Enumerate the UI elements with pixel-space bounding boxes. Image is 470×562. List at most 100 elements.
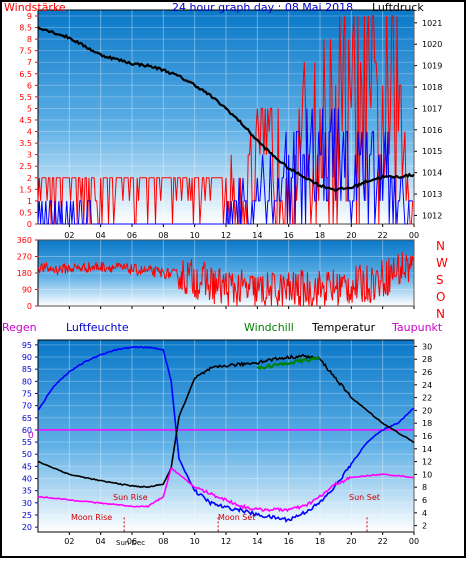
y-left-tick-label: 4 — [27, 128, 32, 137]
y-left-tick-label: 90 — [22, 353, 32, 362]
legend-windchill: Windchill — [244, 321, 294, 334]
y-left-tick-label: 4.5 — [19, 116, 32, 125]
y-right-tick-label: 12 — [422, 458, 432, 467]
y-right-tick-label: 1015 — [422, 147, 442, 156]
x-tick-label: 14 — [252, 537, 262, 546]
y-left-tick-label: 25 — [22, 511, 32, 520]
compass-w: W — [436, 256, 448, 270]
x-tick-label: 18 — [315, 231, 325, 240]
y-right-tick-label: 1018 — [422, 83, 442, 92]
series-windchill — [256, 356, 321, 371]
x-tick-label: 16 — [284, 231, 294, 240]
y-left-tick-label: 55 — [22, 438, 32, 447]
series-temperatur — [37, 353, 415, 489]
compass-n-top: N — [436, 239, 445, 253]
x-tick-label: 10 — [190, 231, 200, 240]
wind-direction-series — [37, 251, 415, 307]
y-right-tick-label: 28 — [422, 355, 432, 364]
y-left-tick-label: 65 — [22, 414, 32, 423]
left-axis-title: Windstärke — [4, 1, 66, 14]
wind-gust-series — [37, 15, 414, 225]
y-left-tick-label: 40 — [22, 475, 32, 484]
x-tick-label: 06 — [127, 537, 137, 546]
y-right-tick-label: 4 — [422, 509, 427, 518]
y-left-tick-label: 3 — [27, 151, 32, 160]
compass-o: O — [436, 290, 445, 304]
annotation-sun-rise: Sun Rise — [113, 493, 148, 502]
x-tick-label: 20 — [346, 231, 356, 240]
x-tick-label: 02 — [64, 537, 74, 546]
y-right-tick-label: 1014 — [422, 169, 442, 178]
y-left-tick-label: 2 — [27, 174, 32, 183]
right-axis-title: Luftdruck — [372, 1, 424, 14]
x-tick-label: 00 — [409, 231, 419, 240]
y-tick-label: 360 — [17, 236, 32, 245]
x-tick-label: 04 — [96, 537, 106, 546]
y-left-tick-label: 20 — [22, 523, 32, 532]
y-left-tick-label: 6.5 — [19, 70, 32, 79]
x-tick-label: 22 — [378, 231, 388, 240]
y-left-tick-label: 80 — [22, 377, 32, 386]
y-tick-label: 90 — [22, 286, 32, 295]
annotation-moon-rise: Moon Rise — [71, 513, 112, 522]
annotation-sun-dec: Sun Dec — [116, 539, 145, 547]
y-left-tick-label: 8.5 — [19, 24, 32, 33]
x-tick-label: 00 — [409, 537, 419, 546]
y-left-tick-label: 60 — [22, 426, 32, 435]
y-left-tick-label: 7.5 — [19, 47, 32, 56]
compass-s: S — [436, 273, 444, 287]
y-left-tick-label: 1 — [27, 197, 32, 206]
x-tick-label: 18 — [315, 537, 325, 546]
y-right-tick-label: 26 — [422, 368, 432, 377]
x-tick-label: 04 — [96, 231, 106, 240]
y-right-tick-label: 14 — [422, 445, 432, 454]
x-tick-label: 14 — [252, 231, 262, 240]
y-right-tick-label: 18 — [422, 419, 432, 428]
y-left-tick-label: 6 — [27, 81, 32, 90]
y-right-tick-label: 20 — [422, 406, 432, 415]
x-tick-label: 16 — [284, 537, 294, 546]
pressure-series — [37, 26, 415, 192]
legend-temperatur: Temperatur — [311, 321, 376, 334]
compass-n-bottom: N — [436, 307, 445, 321]
y-right-tick-label: 1012 — [422, 211, 442, 220]
y-right-tick-label: 22 — [422, 394, 432, 403]
y-left-tick-label: 5 — [27, 104, 32, 113]
y-left-tick-label: 85 — [22, 365, 32, 374]
x-tick-label: 22 — [378, 537, 388, 546]
y-left-tick-label: 2.5 — [19, 162, 32, 171]
y-left-tick-label: 5.5 — [19, 93, 32, 102]
y-left-tick-label: 70 — [22, 402, 32, 411]
y-left-tick-label: 75 — [22, 389, 32, 398]
chart-title: 24 hour graph day : 08 Mai 2018 — [172, 1, 353, 14]
legend-luftfeuchte: Luftfeuchte — [66, 321, 129, 334]
y-right-tick-label: 1016 — [422, 126, 442, 135]
annotation-moon-set: Moon Set — [218, 513, 255, 522]
y-left-tick-label: 1.5 — [19, 185, 32, 194]
y-left-tick-label: 35 — [22, 487, 32, 496]
x-tick-label: 02 — [64, 231, 74, 240]
series-luftfeuchte — [37, 345, 415, 523]
y-tick-label: 270 — [17, 253, 32, 262]
legend-regen: Regen — [2, 321, 37, 334]
x-tick-label: 08 — [158, 537, 168, 546]
y-right-tick-label: 16 — [422, 432, 432, 441]
y-left-tick-label: 50 — [22, 450, 32, 459]
x-tick-label: 10 — [190, 537, 200, 546]
y-right-tick-label: 8 — [422, 483, 427, 492]
y-left-tick-label: 3.5 — [19, 139, 32, 148]
x-tick-label: 12 — [221, 537, 231, 546]
x-tick-label: 08 — [158, 231, 168, 240]
annotation-sun-set: Sun Set — [349, 493, 380, 502]
y-left-tick-label: 30 — [22, 499, 32, 508]
wind-avg-series — [37, 108, 413, 225]
y-left-tick-label: 0.5 — [19, 208, 32, 217]
y-right-tick-label: 24 — [422, 381, 432, 390]
y-left-tick-label: 9 — [27, 12, 32, 21]
zero-line-label: 0 — [28, 431, 34, 441]
y-tick-label: 180 — [17, 269, 32, 278]
y-right-tick-label: 2 — [422, 522, 427, 531]
y-right-tick-label: 1019 — [422, 62, 442, 71]
y-right-tick-label: 1013 — [422, 190, 442, 199]
y-right-tick-label: 6 — [422, 496, 427, 505]
